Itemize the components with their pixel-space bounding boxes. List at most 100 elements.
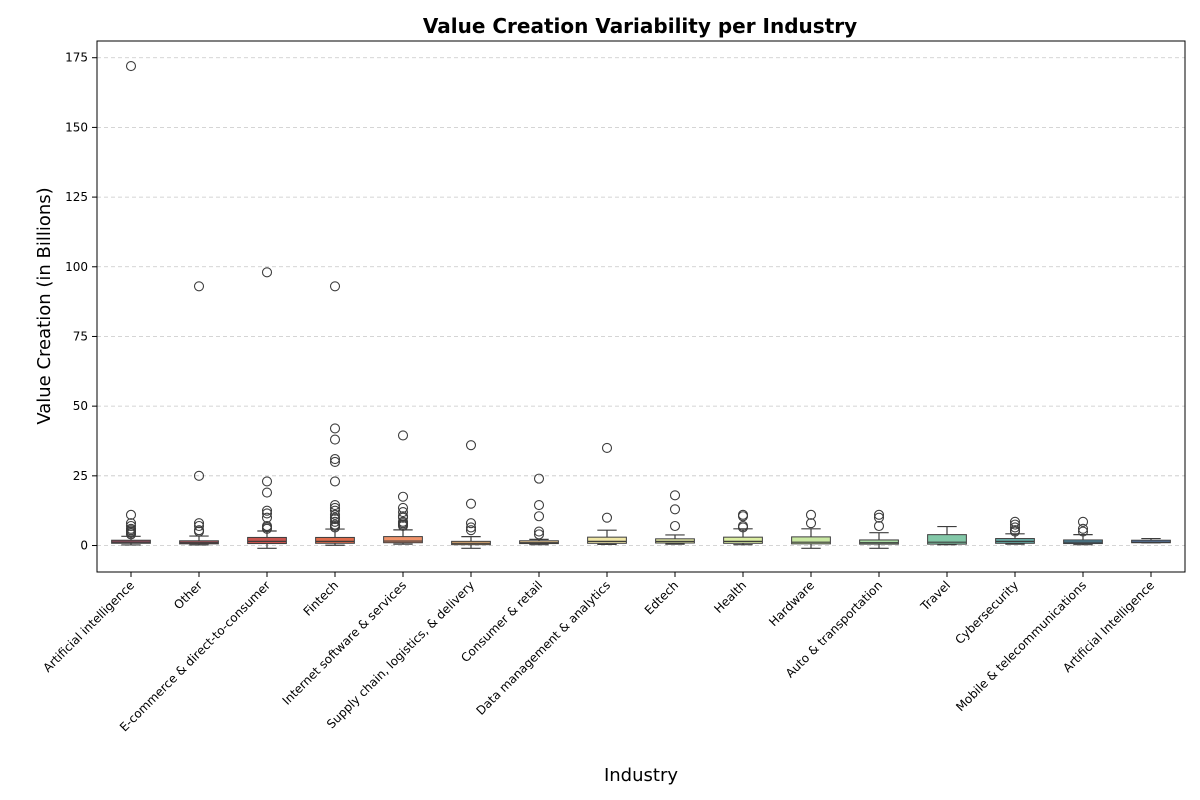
- outlier-point: [329, 513, 341, 525]
- outlier-point: [397, 430, 409, 441]
- outlier-point: [397, 520, 409, 532]
- outlier-point: [533, 526, 545, 537]
- box-2: [179, 281, 219, 546]
- plot-frame: [96, 40, 1186, 573]
- outlier-point: [873, 520, 885, 532]
- iqr-box: [723, 536, 763, 544]
- y-tick-label: 100: [65, 260, 88, 274]
- outlier-point: [669, 490, 681, 501]
- outlier-point: [465, 518, 477, 529]
- box-12: [859, 509, 899, 549]
- outlier-point: [737, 522, 749, 533]
- outlier-point: [329, 281, 341, 292]
- outlier-point: [193, 470, 205, 481]
- outlier-point: [805, 518, 817, 529]
- box-9: [655, 490, 695, 545]
- outlier-point: [261, 267, 273, 278]
- outlier-point: [533, 473, 545, 484]
- outlier-point: [397, 507, 409, 518]
- outlier-point: [329, 500, 341, 511]
- y-tick-label: 175: [65, 51, 88, 65]
- x-tick-label: E-commerce & direct-to-consumer: [117, 578, 273, 734]
- outlier-point: [329, 456, 341, 467]
- y-tick-label: 0: [80, 539, 88, 553]
- box-3: [247, 267, 287, 549]
- box-5: [383, 430, 423, 545]
- iqr-box: [587, 536, 627, 544]
- outlier-point: [329, 509, 341, 520]
- outlier-point: [193, 520, 205, 532]
- box-7: [519, 473, 559, 546]
- box-1: [111, 61, 151, 546]
- box-4: [315, 281, 355, 546]
- outlier-point: [261, 505, 273, 516]
- outlier-point: [329, 522, 341, 533]
- box-13: [927, 525, 967, 546]
- outlier-point: [669, 520, 681, 532]
- y-ticks: 0 25 50 75 100 125 150 175: [65, 51, 97, 553]
- outlier-point: [1009, 522, 1021, 533]
- y-tick-label: 50: [73, 399, 88, 413]
- outlier-point: [533, 529, 545, 540]
- box-8: [587, 442, 627, 546]
- x-tick-label: Internet software & services: [280, 578, 410, 708]
- iqr-box: [247, 536, 287, 545]
- outlier-point: [125, 518, 137, 529]
- outlier-point: [329, 476, 341, 487]
- outlier-point: [1077, 516, 1089, 527]
- outlier-point: [329, 454, 341, 465]
- chart-title: Value Creation Variability per Industry: [423, 14, 857, 38]
- iqr-box: [383, 536, 423, 544]
- outlier-point: [669, 504, 681, 515]
- iqr-box: [791, 536, 831, 545]
- y-tick-label: 150: [65, 120, 88, 134]
- x-tick-label: Artificial intelligence: [40, 578, 137, 675]
- x-tick-label: Mobile & telecommunications: [953, 578, 1089, 714]
- x-tick-label: Cybersecurity: [952, 578, 1021, 647]
- outlier-point: [465, 440, 477, 451]
- iqr-box: [859, 539, 899, 545]
- outlier-point: [805, 509, 817, 520]
- outlier-point: [1077, 526, 1089, 537]
- y-tick-label: 75: [73, 329, 88, 343]
- box-6: [451, 440, 491, 549]
- x-tick-label: Data management & analytics: [473, 578, 613, 718]
- outlier-point: [1077, 523, 1089, 534]
- outlier-point: [329, 434, 341, 445]
- outlier-point: [261, 476, 273, 487]
- outlier-point: [1009, 526, 1021, 537]
- box-14: [995, 516, 1035, 545]
- outlier-point: [873, 512, 885, 523]
- x-tick-label: Edtech: [642, 578, 681, 617]
- outlier-point: [465, 498, 477, 509]
- x-tick-label: Health: [711, 578, 749, 616]
- outlier-point: [397, 502, 409, 513]
- outlier-point: [193, 518, 205, 529]
- y-tick-label: 25: [73, 469, 88, 483]
- outlier-point: [397, 491, 409, 502]
- outlier-point: [465, 525, 477, 536]
- outlier-point: [397, 512, 409, 523]
- y-tick-label: 125: [65, 190, 88, 204]
- outlier-point: [1009, 519, 1021, 530]
- outlier-point: [261, 512, 273, 523]
- outlier-point: [261, 523, 273, 534]
- outlier-point: [125, 61, 137, 72]
- x-tick-label: Fintech: [301, 578, 341, 618]
- box-15: [1063, 516, 1103, 546]
- outlier-point: [329, 502, 341, 513]
- outlier-point: [533, 511, 545, 522]
- outlier-point: [329, 505, 341, 516]
- outlier-point: [1009, 516, 1021, 527]
- iqr-box: [927, 534, 967, 545]
- outlier-point: [193, 281, 205, 292]
- box-11: [791, 509, 831, 549]
- x-tick-label: Travel: [917, 578, 953, 614]
- outlier-point: [125, 520, 137, 532]
- iqr-box: [315, 536, 355, 544]
- outlier-point: [329, 516, 341, 527]
- box-10: [723, 509, 763, 546]
- outlier-point: [533, 500, 545, 511]
